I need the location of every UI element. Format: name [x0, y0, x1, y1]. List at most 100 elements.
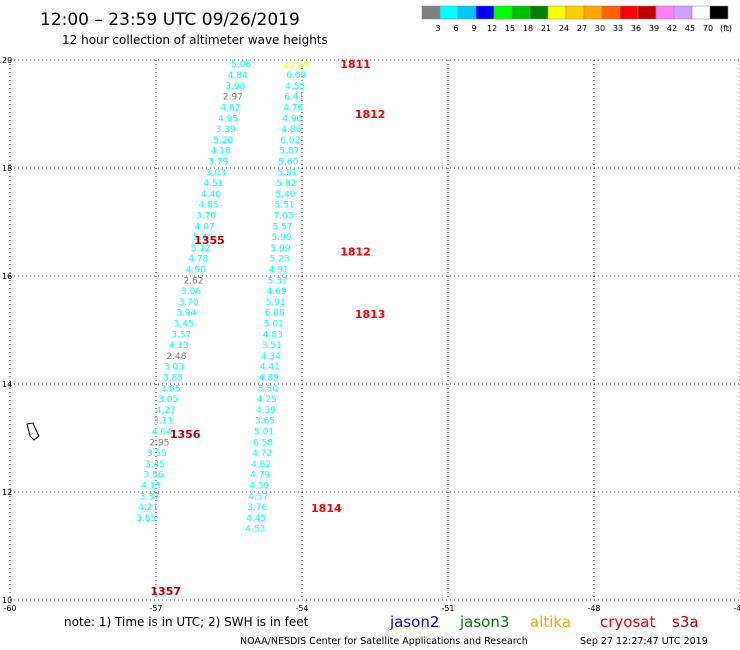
wave-height-value: 4.83 — [263, 330, 283, 340]
chart-grid — [9, 59, 740, 601]
hour-label: 1813 — [355, 308, 386, 321]
x-tick-label: -51 — [441, 604, 454, 613]
wave-height-value: 3.55 — [147, 449, 167, 459]
scale-swatch — [511, 5, 531, 20]
wave-height-value: 6.58 — [253, 438, 273, 448]
wave-height-value: 4.85 — [199, 201, 219, 211]
wave-height-value: 3.76 — [247, 503, 267, 513]
wave-height-value: 3.79 — [208, 158, 228, 168]
scale-label: 24 — [559, 24, 569, 33]
scale-swatch — [547, 5, 567, 20]
y-tick-label: 12 — [2, 488, 12, 497]
wave-height-value: 3.70 — [179, 298, 199, 308]
scale-label: (ft) — [720, 24, 732, 33]
wave-height-value: 4.07 — [195, 222, 215, 232]
wave-height-value: 3.56 — [144, 471, 164, 481]
page-title: 12:00 – 23:59 UTC 09/26/2019 — [40, 10, 300, 30]
scale-label: 15 — [505, 24, 515, 33]
legend-jason3: jason3 — [459, 613, 509, 631]
wave-height-value: 3.03 — [164, 363, 184, 373]
wave-height-value: 4.53 — [245, 525, 265, 535]
axis-ticks: -60 -57 -54 -51 -48 -45 10 12 14 16 18 20 — [2, 56, 740, 613]
wave-height-value: 5.81 — [277, 168, 297, 178]
scale-swatch — [421, 5, 441, 20]
legend-altika: altika — [530, 613, 571, 631]
color-scale: 3 6 9 12 15 18 21 24 27 30 33 36 39 42 45 70 (ft) — [421, 5, 732, 33]
x-tick-label: -45 — [733, 604, 740, 613]
page-subtitle: 12 hour collection of altimeter wave hei… — [62, 33, 328, 47]
wave-height-value: 4.72 — [252, 449, 272, 459]
wave-height-value: 23.39 — [283, 60, 309, 70]
wave-height-value: 3.57 — [171, 330, 191, 340]
wave-height-value: 4.76 — [283, 104, 303, 114]
scale-swatch — [637, 5, 657, 20]
y-tick-label: 14 — [2, 380, 12, 389]
wave-height-value: 4.15 — [141, 482, 161, 492]
wave-height-value: 2.62 — [183, 276, 203, 286]
wave-height-value: 5.08 — [231, 60, 251, 70]
wave-height-value: 4.18 — [211, 147, 231, 157]
footer-credit: NOAA/NESDIS Center for Satellite Applica… — [240, 636, 528, 647]
wave-height-value: 4.34 — [261, 352, 281, 362]
hour-label: 1356 — [170, 428, 201, 441]
scale-label: 6 — [453, 24, 458, 33]
wave-height-value: 6.08 — [265, 309, 285, 319]
legend-cryosat: cryosat — [600, 613, 655, 631]
wave-height-value: 4.62 — [220, 104, 240, 114]
scale-swatch — [619, 5, 639, 20]
hour-label: 1811 — [340, 58, 371, 71]
scale-swatch — [475, 5, 495, 20]
wave-height-value: 3.94 — [176, 309, 196, 319]
wave-height-value: 5.45 — [193, 233, 213, 243]
wave-height-value: 3.45 — [145, 460, 165, 470]
wave-height-value: 5.91 — [266, 298, 286, 308]
scale-swatch — [709, 5, 729, 20]
wave-height-value: 4.39 — [256, 406, 276, 416]
scale-swatch — [493, 5, 513, 20]
scale-label: 70 — [703, 24, 713, 33]
scale-label: 18 — [523, 24, 533, 33]
wave-height-value: 2.95 — [149, 438, 169, 448]
wave-height-value: 5.50 — [258, 384, 278, 394]
wave-height-value: 5.87 — [279, 147, 299, 157]
wave-height-value: 6.09 — [286, 71, 306, 81]
wave-height-value: 4.78 — [188, 255, 208, 265]
y-tick-label: 20 — [2, 56, 12, 65]
wave-height-value: 5.23 — [270, 255, 290, 265]
wave-height-value: 5.40 — [275, 190, 295, 200]
wave-height-value: 4.82 — [251, 460, 271, 470]
hour-label: 1812 — [355, 108, 386, 121]
wave-height-value: 3.37 — [140, 492, 160, 502]
wave-height-value: 5.82 — [276, 179, 296, 189]
wave-height-value: 3.39 — [216, 125, 236, 135]
legend-jason2: jason2 — [389, 613, 439, 631]
wave-height-value: 5.90 — [272, 233, 292, 243]
scale-label: 39 — [649, 24, 659, 33]
x-tick-label: -48 — [587, 604, 600, 613]
scale-swatch — [529, 5, 549, 20]
scale-swatch — [601, 5, 621, 20]
x-tick-label: -54 — [295, 604, 308, 613]
wave-height-value: 4.21 — [138, 503, 158, 513]
wave-height-value: 2.48 — [166, 352, 186, 362]
footer-timestamp: Sep 27 12:27:47 UTC 2019 — [580, 636, 708, 647]
wave-height-value: 6.41 — [284, 93, 304, 103]
wave-height-value: 3.65 — [255, 417, 275, 427]
wave-height-value: 3.45 — [174, 320, 194, 330]
hour-label: 1814 — [311, 502, 342, 515]
y-tick-label: 10 — [2, 596, 12, 605]
scale-label: 45 — [685, 24, 695, 33]
satellite-legend: jason2 jason3 altika cryosat s3a — [389, 613, 699, 631]
wave-height-value: 3.85 — [136, 514, 156, 524]
wave-height-value: 4.90 — [186, 266, 206, 276]
wave-height-value: 4.25 — [257, 395, 277, 405]
legend-s3a: s3a — [672, 613, 699, 631]
wave-height-value: 4.95 — [218, 114, 238, 124]
scale-label: 42 — [667, 24, 677, 33]
wave-height-value: 4.40 — [201, 190, 221, 200]
hour-label: 1812 — [340, 246, 371, 259]
wave-height-value: 4.45 — [246, 514, 266, 524]
wave-height-value: 4.51 — [203, 179, 223, 189]
wave-height-value: 3.03 — [206, 168, 226, 178]
